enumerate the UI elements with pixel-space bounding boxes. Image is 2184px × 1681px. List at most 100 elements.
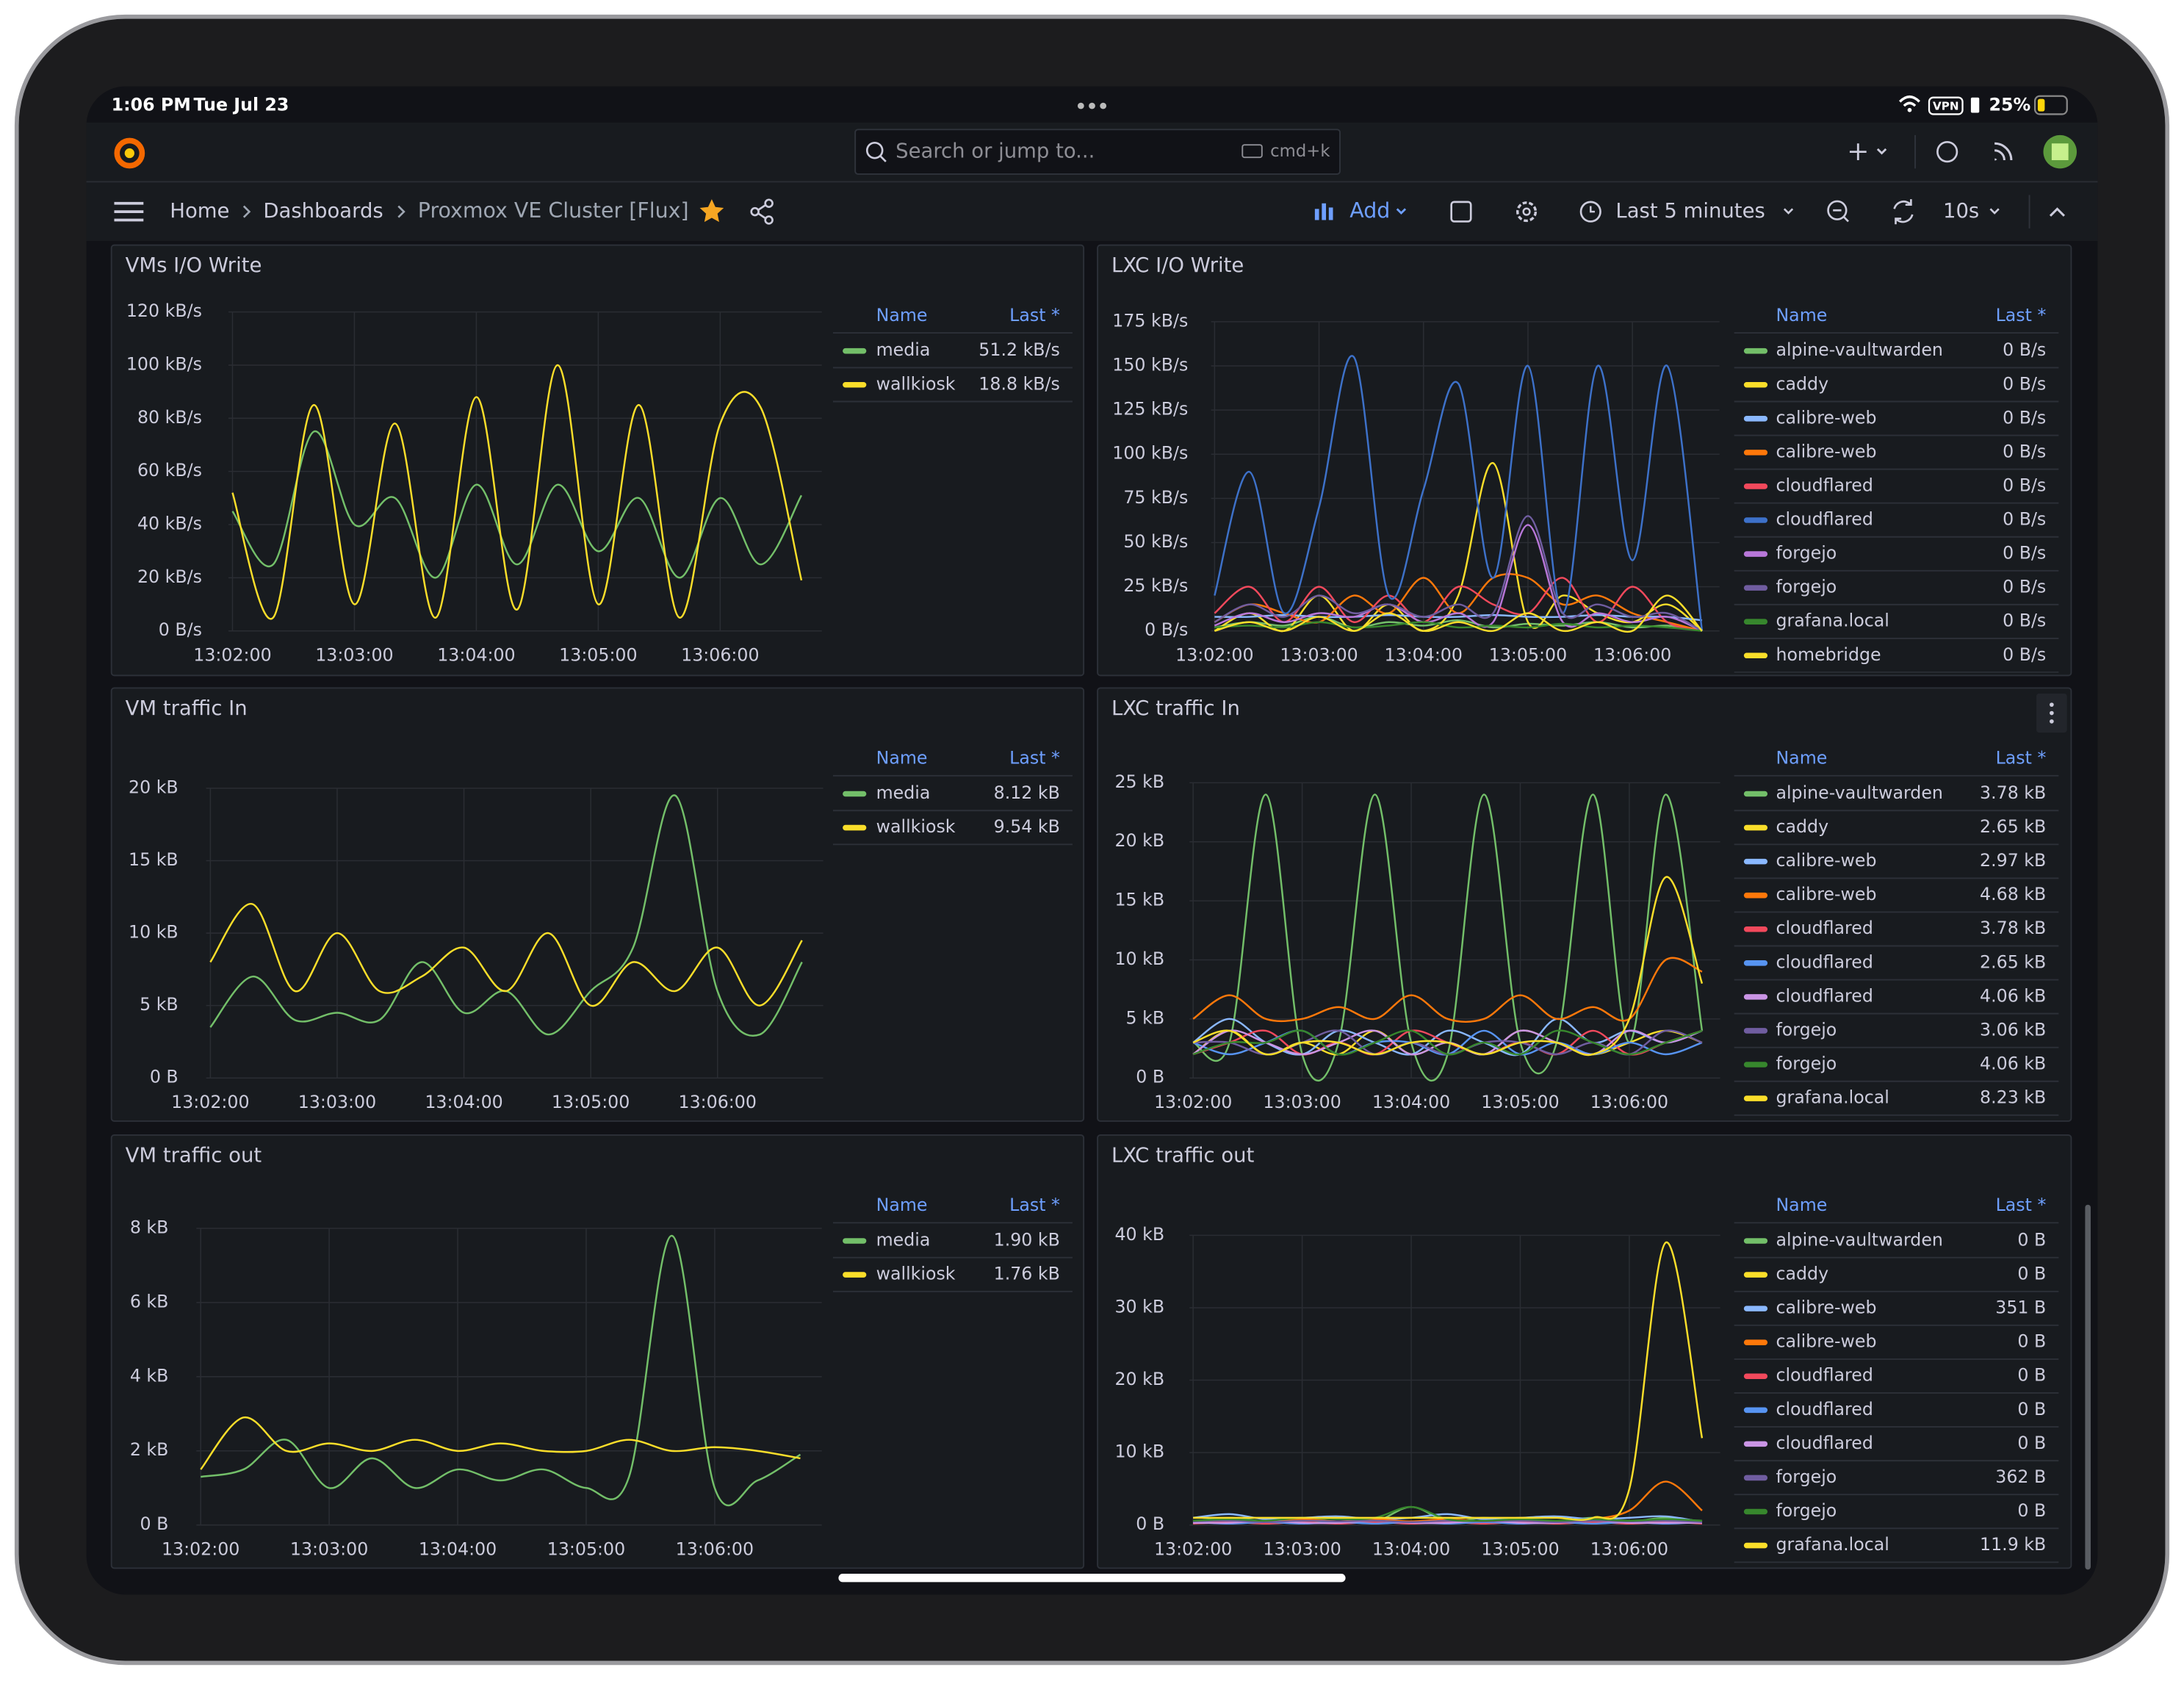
legend-name: cloudflared bbox=[1776, 985, 1873, 1006]
series-line bbox=[1214, 524, 1703, 632]
legend-name: cloudflared bbox=[1776, 951, 1873, 972]
panel-title: LXC I/O Write bbox=[1111, 253, 1244, 277]
panel-title: LXC traffic In bbox=[1111, 696, 1240, 720]
time-range-picker[interactable]: Last 5 minutes bbox=[1615, 199, 1765, 223]
legend-last: 11.9 kB bbox=[1980, 1534, 2046, 1555]
legend-last: 4.06 kB bbox=[1980, 1054, 2046, 1074]
x-tick-label: 13:05:00 bbox=[552, 1092, 630, 1112]
y-tick-label: 75 kB/s bbox=[1123, 487, 1188, 508]
legend-name: wallkiosk bbox=[876, 816, 956, 837]
refresh-interval[interactable]: 10s bbox=[1943, 199, 1979, 223]
battery-level bbox=[2037, 98, 2045, 112]
x-tick-label: 13:04:00 bbox=[419, 1538, 497, 1559]
star-button[interactable] bbox=[699, 199, 724, 223]
y-tick-label: 25 kB/s bbox=[1123, 575, 1188, 596]
legend-name: calibre-web bbox=[1776, 850, 1876, 871]
legend-name: forgejo bbox=[1776, 1019, 1837, 1040]
share-button[interactable] bbox=[750, 198, 774, 225]
legend: Name Last * media 1.90 kB wallkiosk 1.76 kB bbox=[832, 1195, 1073, 1292]
breadcrumb-home[interactable]: Home bbox=[170, 199, 229, 223]
series-line bbox=[1192, 1029, 1703, 1056]
collapse-button[interactable] bbox=[2049, 207, 2066, 217]
legend-name: cloudflared bbox=[1776, 1399, 1873, 1419]
legend-name: calibre-web bbox=[1776, 1331, 1876, 1352]
legend-name: calibre-web bbox=[1776, 441, 1876, 461]
x-tick-label: 13:06:00 bbox=[676, 1538, 754, 1559]
series-line bbox=[1193, 1505, 1703, 1522]
legend-name: forgejo bbox=[1776, 577, 1837, 597]
legend-name: homebridge bbox=[1776, 644, 1881, 665]
x-tick-label: 13:04:00 bbox=[425, 1092, 502, 1112]
legend-last: 0 B bbox=[2017, 1365, 2046, 1386]
y-tick-label: 125 kB/s bbox=[1112, 399, 1188, 420]
legend-name: cloudflared bbox=[1776, 509, 1873, 530]
y-tick-label: 0 B bbox=[140, 1513, 169, 1534]
legend-header-last: Last * bbox=[1009, 305, 1060, 325]
help-button[interactable] bbox=[1936, 141, 1958, 163]
y-tick-label: 0 B bbox=[1136, 1067, 1164, 1087]
y-tick-label: 60 kB/s bbox=[137, 460, 202, 480]
y-tick-label: 20 kB bbox=[1114, 1369, 1164, 1389]
x-tick-label: 13:06:00 bbox=[1593, 644, 1671, 665]
y-tick-label: 20 kB/s bbox=[137, 566, 202, 587]
search-icon-handle bbox=[879, 155, 887, 162]
y-tick-label: 15 kB bbox=[1114, 890, 1164, 910]
search-box[interactable] bbox=[854, 129, 1341, 175]
x-tick-label: 13:02:00 bbox=[171, 1092, 249, 1112]
series-line bbox=[1193, 1241, 1704, 1521]
y-tick-label: 40 kB/s bbox=[137, 514, 202, 534]
series-line bbox=[1192, 1018, 1703, 1057]
status-time: 1:06 PM bbox=[112, 95, 191, 115]
panel-menu-dots bbox=[2050, 702, 2054, 724]
add-button[interactable]: Add bbox=[1349, 198, 1390, 223]
y-tick-label: 25 kB bbox=[1114, 771, 1164, 792]
clock-icon bbox=[1579, 201, 1601, 223]
x-tick-label: 13:02:00 bbox=[1175, 644, 1253, 665]
legend-last: 4.68 kB bbox=[1980, 884, 2046, 904]
series-line bbox=[231, 364, 803, 620]
legend-last: 0 B bbox=[2017, 1229, 2046, 1250]
legend-header-name: Name bbox=[876, 305, 928, 325]
search-icon bbox=[865, 141, 884, 159]
x-tick-label: 13:05:00 bbox=[559, 644, 637, 665]
x-tick-label: 13:05:00 bbox=[547, 1538, 625, 1559]
news-button[interactable] bbox=[1994, 142, 2013, 161]
refresh-chevron bbox=[1989, 208, 2000, 215]
legend-last: 0 B bbox=[2017, 1399, 2046, 1419]
legend-last: 0 B/s bbox=[2003, 644, 2046, 665]
legend-header-last: Last * bbox=[1009, 1195, 1060, 1215]
panel-frame bbox=[110, 687, 1085, 1122]
panel-frame bbox=[1097, 244, 2072, 677]
y-tick-label: 175 kB/s bbox=[1112, 310, 1188, 331]
x-tick-label: 13:05:00 bbox=[1481, 1538, 1559, 1559]
legend-name: forgejo bbox=[1776, 1054, 1837, 1074]
legend-name: cloudflared bbox=[1776, 1365, 1873, 1386]
add-icon bbox=[1314, 203, 1333, 220]
new-button[interactable] bbox=[1849, 143, 1887, 160]
legend-last: 8.23 kB bbox=[1980, 1087, 2046, 1108]
panel-frame bbox=[110, 1134, 1085, 1569]
settings-button[interactable] bbox=[1516, 201, 1538, 223]
panel: LXC traffic out 0 B 10 kB 20 kB 30 kB 40 kB 13… bbox=[1097, 1134, 2072, 1569]
legend-name: cloudflared bbox=[1776, 1433, 1873, 1453]
legend-name: cloudflared bbox=[1776, 918, 1873, 938]
y-tick-label: 15 kB bbox=[129, 849, 179, 870]
legend-last: 0 B/s bbox=[2003, 611, 2046, 631]
legend-name: calibre-web bbox=[1776, 407, 1876, 428]
series-line bbox=[1214, 515, 1703, 632]
x-tick-label: 13:02:00 bbox=[1154, 1538, 1232, 1559]
breadcrumb-dashboards[interactable]: Dashboards bbox=[263, 199, 383, 223]
x-tick-label: 13:03:00 bbox=[1263, 1092, 1341, 1112]
x-tick-label: 13:05:00 bbox=[1489, 644, 1567, 665]
refresh-button[interactable] bbox=[1893, 199, 1914, 225]
legend-last: 0 B bbox=[2017, 1264, 2046, 1284]
y-tick-label: 120 kB/s bbox=[126, 300, 202, 321]
panel-title: VM traffic out bbox=[126, 1143, 262, 1167]
zoom-out-button[interactable] bbox=[1827, 200, 1848, 220]
y-tick-label: 10 kB bbox=[129, 922, 179, 943]
menu-button[interactable] bbox=[114, 201, 144, 222]
save-button[interactable] bbox=[1450, 201, 1472, 223]
legend-last: 0 B/s bbox=[2003, 577, 2046, 597]
panel-frame bbox=[1097, 687, 2072, 1122]
